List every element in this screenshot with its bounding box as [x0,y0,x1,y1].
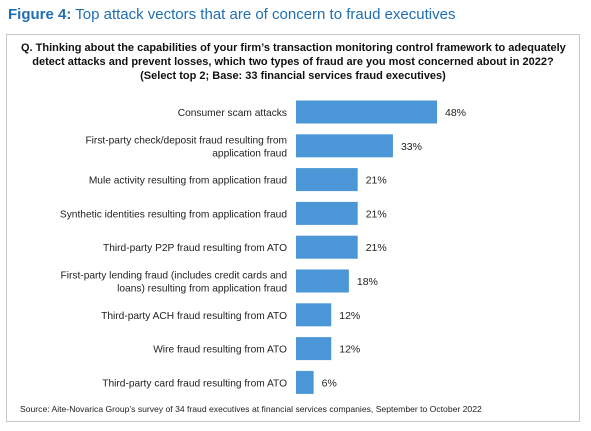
bar-chart: 48% Consumer scam attacks 33% First-party c… [60,100,466,394]
data-label: 18% [357,276,378,288]
question-line: (Select top 2; Base: 33 financial servic… [140,70,446,82]
bar [296,168,358,192]
bar [296,100,437,124]
data-label: 12% [339,310,360,322]
category-label: Third-party P2P fraud resulting from ATO [103,243,287,254]
question-line: detect attacks and prevent losses, which… [32,56,554,68]
bar [296,269,349,293]
bar [296,337,332,361]
data-label: 33% [401,141,422,153]
bar [296,303,332,327]
bar [296,370,314,394]
data-label: 6% [322,377,337,389]
category-label: First-party check/deposit fraud resultin… [85,135,287,159]
data-label: 12% [339,344,360,356]
survey-question: Q. Thinking about the capabilities of yo… [21,41,566,83]
figure-title: Figure 4: Top attack vectors that are of… [8,6,455,23]
category-label: Synthetic identities resulting from appl… [60,209,287,220]
category-label: Third-party ACH fraud resulting from ATO [101,311,287,322]
category-label: Wire fraud resulting from ATO [153,345,287,356]
bar [296,134,393,158]
figure-label: Figure 4: [8,6,72,23]
category-label: First-party lending fraud (includes cred… [61,271,288,295]
data-label: 21% [366,175,387,187]
data-label: 21% [366,208,387,220]
bar [296,201,358,225]
bar [296,235,358,259]
question-line: Q. Thinking about the capabilities of yo… [21,42,566,54]
data-label: 48% [445,107,466,119]
source-note: Source: Aite-Novarica Group’s survey of … [20,404,482,414]
category-label: Third-party card fraud resulting from AT… [102,378,287,389]
data-label: 21% [366,242,387,254]
category-label: Mule activity resulting from application… [89,176,288,187]
category-label: Consumer scam attacks [178,108,287,119]
figure-title-text: Top attack vectors that are of concern t… [75,6,456,23]
chart-panel: Q. Thinking about the capabilities of yo… [6,34,580,422]
